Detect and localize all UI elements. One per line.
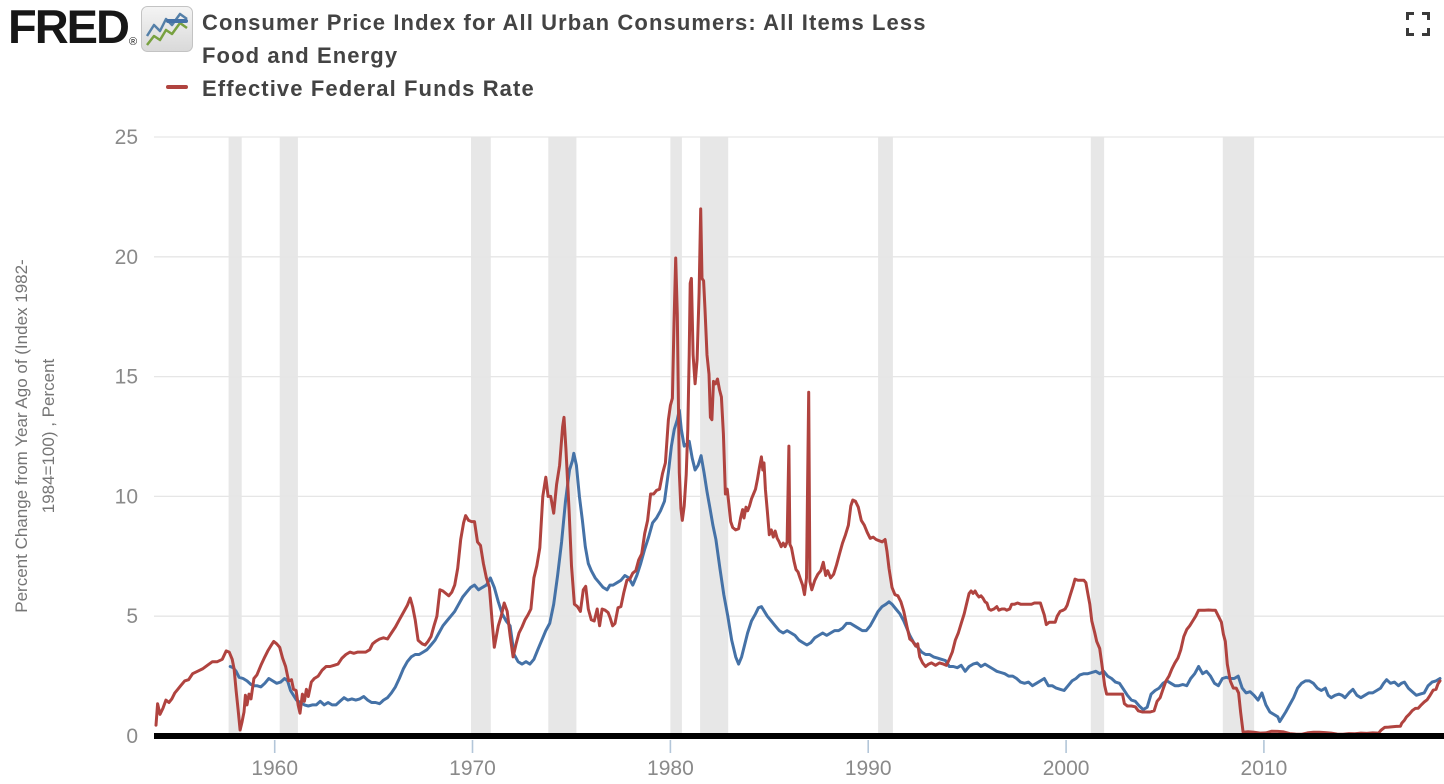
x-tick-label: 1990 — [845, 757, 892, 780]
x-tick-label: 2000 — [1043, 757, 1090, 780]
recession-band — [878, 137, 893, 733]
recession-band — [1222, 137, 1255, 733]
legend-dash-fedfunds — [166, 85, 188, 89]
x-axis-line — [154, 733, 1444, 739]
recession-band — [471, 137, 491, 733]
recession-band — [670, 137, 682, 733]
recession-band — [279, 137, 298, 733]
legend-label-cpi-line2: Food and Energy — [202, 43, 399, 68]
y-tick-label: 25 — [115, 126, 138, 149]
x-tick-label: 1980 — [647, 757, 694, 780]
y-axis-title: 1984=100) , Percent — [39, 358, 58, 513]
x-tick-label: 2010 — [1241, 757, 1288, 780]
fred-logo[interactable]: FRED ® — [8, 0, 194, 57]
registered-trademark: ® — [128, 36, 138, 48]
recession-band — [228, 137, 242, 733]
x-tick-label: 1960 — [251, 757, 298, 780]
y-tick-label: 10 — [115, 485, 138, 508]
fred-logo-text: FRED — [8, 0, 130, 53]
legend-label-fedfunds: Effective Federal Funds Rate — [202, 76, 535, 101]
y-tick-label: 20 — [115, 246, 138, 269]
legend-dash-cpi — [166, 19, 188, 23]
recession-band — [1090, 137, 1105, 733]
fed-funds-line[interactable] — [154, 207, 1442, 736]
y-axis-title: Percent Change from Year Ago of (Index 1… — [12, 259, 31, 612]
chart-legend: Consumer Price Index for All Urban Consu… — [166, 6, 927, 105]
legend-label-cpi-line1: Consumer Price Index for All Urban Consu… — [202, 10, 927, 35]
fullscreen-button[interactable] — [1404, 10, 1432, 38]
y-tick-label: 0 — [126, 725, 138, 748]
y-tick-label: 5 — [126, 605, 138, 628]
x-tick-label: 1970 — [449, 757, 496, 780]
y-tick-label: 15 — [115, 366, 138, 389]
cpi-core-line[interactable] — [228, 408, 1442, 724]
fred-logo-sparkline-icon — [141, 6, 194, 57]
fullscreen-icon — [1406, 12, 1430, 39]
